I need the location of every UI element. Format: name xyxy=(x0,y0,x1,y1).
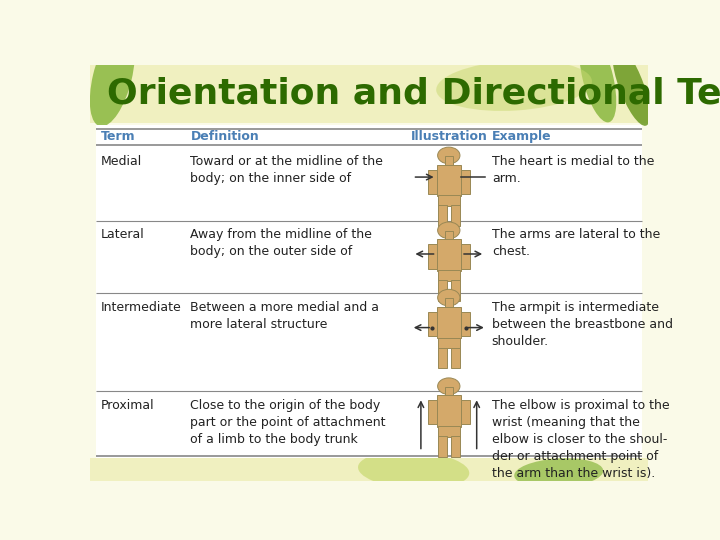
FancyBboxPatch shape xyxy=(451,205,460,226)
FancyBboxPatch shape xyxy=(428,245,436,268)
Text: Orientation and Directional Terms: Orientation and Directional Terms xyxy=(107,77,720,111)
FancyBboxPatch shape xyxy=(451,436,460,457)
Text: Between a more medial and a
more lateral structure: Between a more medial and a more lateral… xyxy=(190,301,379,331)
Text: Proximal: Proximal xyxy=(101,399,155,411)
Circle shape xyxy=(438,222,460,239)
Text: Lateral: Lateral xyxy=(101,228,145,241)
Text: Definition: Definition xyxy=(190,131,259,144)
FancyBboxPatch shape xyxy=(428,170,436,194)
FancyBboxPatch shape xyxy=(428,400,436,424)
Text: Intermediate: Intermediate xyxy=(101,301,182,314)
Circle shape xyxy=(438,289,460,306)
FancyBboxPatch shape xyxy=(438,436,446,457)
FancyBboxPatch shape xyxy=(438,195,460,206)
FancyBboxPatch shape xyxy=(90,65,648,123)
FancyBboxPatch shape xyxy=(436,395,461,427)
Text: Illustration: Illustration xyxy=(411,131,487,144)
FancyBboxPatch shape xyxy=(438,205,446,226)
FancyBboxPatch shape xyxy=(438,426,460,437)
FancyBboxPatch shape xyxy=(90,458,648,481)
FancyBboxPatch shape xyxy=(438,270,460,281)
Text: The heart is medial to the
arm.: The heart is medial to the arm. xyxy=(492,156,654,185)
FancyBboxPatch shape xyxy=(461,170,470,194)
FancyBboxPatch shape xyxy=(436,239,461,271)
Circle shape xyxy=(438,378,460,395)
FancyBboxPatch shape xyxy=(428,312,436,336)
Text: Example: Example xyxy=(492,131,552,144)
FancyBboxPatch shape xyxy=(445,231,453,240)
Circle shape xyxy=(438,147,460,164)
FancyBboxPatch shape xyxy=(461,245,470,268)
FancyBboxPatch shape xyxy=(436,307,461,338)
FancyBboxPatch shape xyxy=(438,338,460,348)
Text: Term: Term xyxy=(101,131,136,144)
FancyBboxPatch shape xyxy=(96,125,642,458)
FancyBboxPatch shape xyxy=(445,299,453,308)
Text: The elbow is proximal to the
wrist (meaning that the
elbow is closer to the shou: The elbow is proximal to the wrist (mean… xyxy=(492,399,670,480)
FancyBboxPatch shape xyxy=(436,165,461,196)
FancyBboxPatch shape xyxy=(461,312,470,336)
FancyBboxPatch shape xyxy=(445,387,453,396)
Ellipse shape xyxy=(514,458,603,488)
FancyBboxPatch shape xyxy=(445,156,453,165)
Ellipse shape xyxy=(90,28,135,126)
Ellipse shape xyxy=(580,32,616,123)
Text: Medial: Medial xyxy=(101,156,143,168)
Ellipse shape xyxy=(436,60,592,111)
Text: Toward or at the midline of the
body; on the inner side of: Toward or at the midline of the body; on… xyxy=(190,156,383,185)
Text: Away from the midline of the
body; on the outer side of: Away from the midline of the body; on th… xyxy=(190,228,372,258)
FancyBboxPatch shape xyxy=(461,400,470,424)
Text: The arms are lateral to the
chest.: The arms are lateral to the chest. xyxy=(492,228,660,258)
FancyBboxPatch shape xyxy=(451,280,460,301)
FancyBboxPatch shape xyxy=(438,280,446,301)
Text: Close to the origin of the body
part or the point of attachment
of a limb to the: Close to the origin of the body part or … xyxy=(190,399,386,445)
Ellipse shape xyxy=(358,451,469,489)
FancyBboxPatch shape xyxy=(438,348,446,368)
Text: The armpit is intermediate
between the breastbone and
shoulder.: The armpit is intermediate between the b… xyxy=(492,301,672,348)
Ellipse shape xyxy=(613,45,650,126)
FancyBboxPatch shape xyxy=(451,348,460,368)
